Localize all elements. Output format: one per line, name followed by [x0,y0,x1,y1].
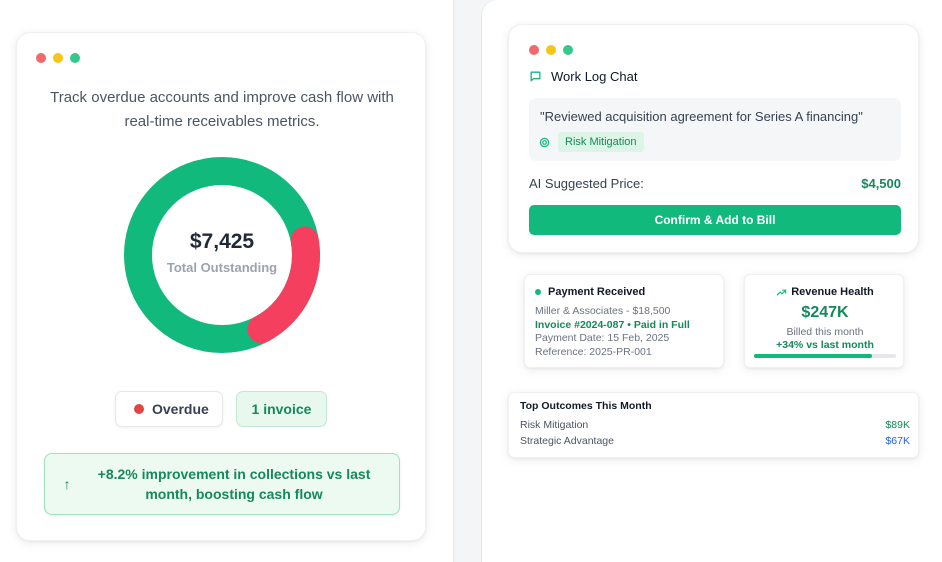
outcome-label: Risk Mitigation [520,419,589,431]
outstanding-amount: $7,425 [189,229,255,253]
work-log-quote: "Reviewed acquisition agreement for Seri… [540,109,863,124]
status-dot-icon [535,289,541,295]
payment-details: Miller & Associates - $18,500 Invoice #2… [535,305,690,359]
outstanding-label: Total Outstanding [166,259,278,275]
overdue-label: Overdue [152,401,209,417]
overdue-dot-icon [134,404,144,414]
payment-client: Miller & Associates - $18,500 [535,305,671,317]
payment-received-card: Payment Received Miller & Associates - $… [524,274,724,368]
outcome-tag[interactable]: Risk Mitigation [558,132,644,152]
invoice-count-label: 1 invoice [251,401,312,417]
donut-center: $7,425 Total Outstanding [124,157,320,353]
message-square-icon [529,70,542,83]
chat-header: Work Log Chat [529,69,637,84]
work-log-chat-card: Work Log Chat "Reviewed acquisition agre… [508,24,919,253]
donut-svg [124,157,320,353]
improvement-banner: ↑ +8.2% improvement in collections vs la… [44,453,400,515]
close-dot [529,45,539,55]
maximize-dot [70,53,80,63]
payment-header: Payment Received [535,286,645,298]
revenue-header: Revenue Health [745,286,905,298]
minimize-dot [53,53,63,63]
revenue-progress-fill [754,354,872,358]
outcome-row[interactable]: Strategic Advantage $67K [520,435,910,447]
payment-reference: Reference: 2025-PR-001 [535,345,652,358]
window-controls [36,53,80,63]
chat-title: Work Log Chat [551,69,638,84]
overdue-legend-pill[interactable]: Overdue [115,391,223,427]
revenue-health-card: Revenue Health $247K Billed this month +… [744,274,904,368]
work-log-entry: "Reviewed acquisition agreement for Seri… [529,98,901,161]
suggested-price-value: $4,500 [861,176,901,191]
outcome-value: $67K [885,435,910,447]
close-dot [36,53,46,63]
top-outcomes-card: Top Outcomes This Month Risk Mitigation … [508,392,919,458]
payment-date: Payment Date: 15 Feb, 2025 [535,332,670,344]
revenue-change: +34% vs last month [776,339,874,351]
maximize-dot [563,45,573,55]
outcome-tag-row: Risk Mitigation [539,132,644,152]
outcome-row[interactable]: Risk Mitigation $89K [520,419,910,431]
target-icon [539,137,550,148]
window-controls [529,45,573,55]
outcome-label: Strategic Advantage [520,435,614,447]
revenue-amount: $247K [801,304,849,321]
revenue-progress-bar [754,354,896,358]
invoice-count-pill[interactable]: 1 invoice [236,391,327,427]
trending-up-icon [776,287,787,298]
outcome-value: $89K [885,419,910,431]
revenue-title: Revenue Health [791,286,874,298]
outcomes-title: Top Outcomes This Month [520,400,652,412]
outstanding-donut-chart: $7,425 Total Outstanding [124,157,320,353]
confirm-add-to-bill-button[interactable]: Confirm & Add to Bill [529,205,901,235]
payment-title: Payment Received [548,286,646,298]
suggested-price-label: AI Suggested Price: [529,176,644,191]
improvement-text: +8.2% improvement in collections vs last… [97,466,371,502]
payment-invoice[interactable]: Invoice #2024-087 • Paid in Full [535,318,690,331]
revenue-subtitle: Billed this month [786,326,864,338]
arrow-up-icon: ↑ [63,476,71,492]
donut-overdue-segment [124,157,320,353]
minimize-dot [546,45,556,55]
suggested-price-row: AI Suggested Price: $4,500 [529,176,901,191]
receivables-card: Track overdue accounts and improve cash … [16,32,426,541]
intro-text: Track overdue accounts and improve cash … [50,89,394,130]
